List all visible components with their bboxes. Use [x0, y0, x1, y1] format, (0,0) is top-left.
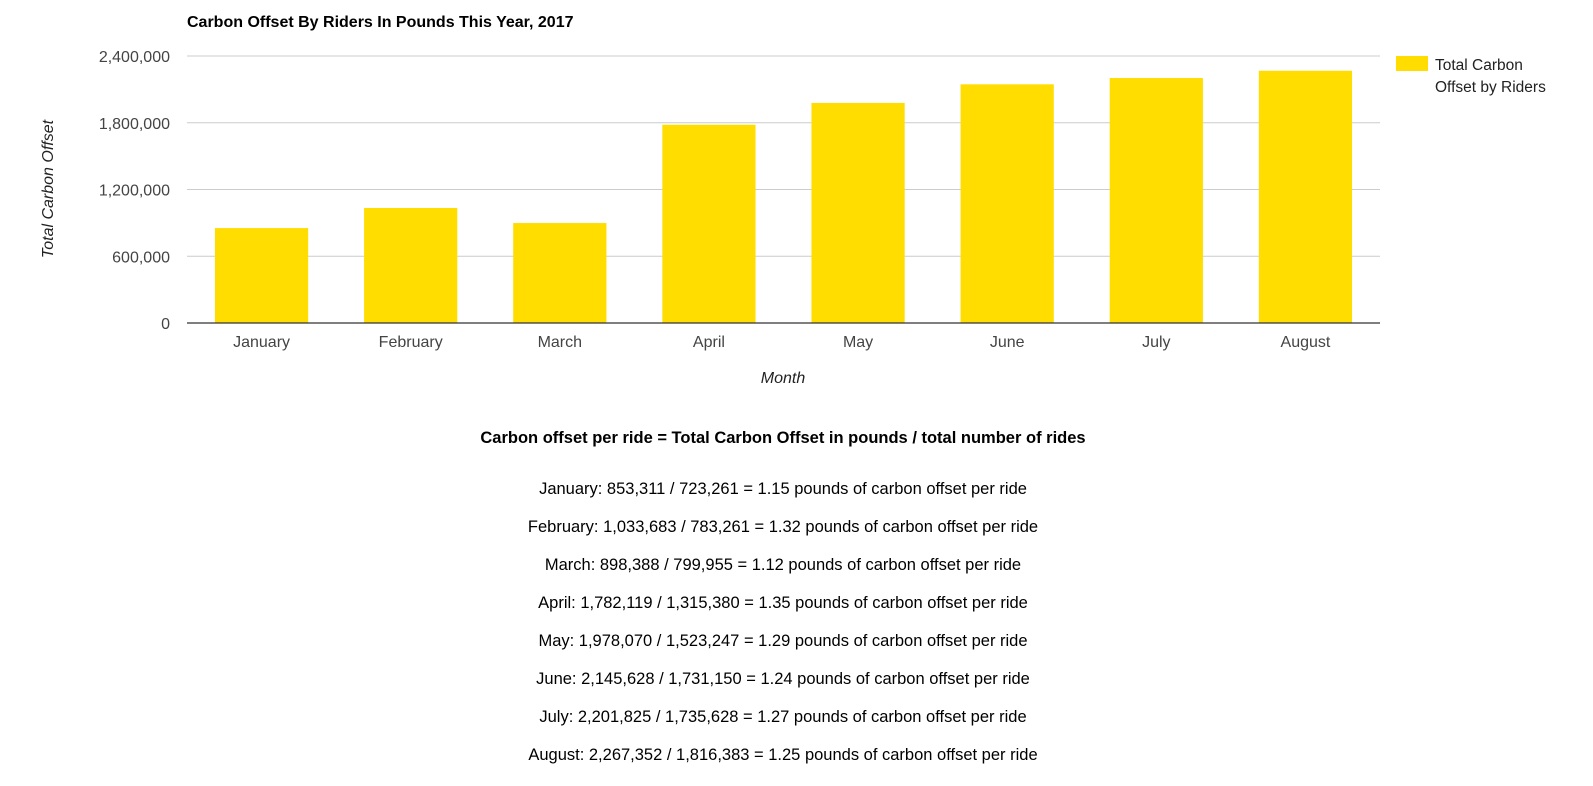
bar-march[interactable] — [513, 223, 607, 323]
note-line-february: February: 1,033,683 / 783,261 = 1.32 pou… — [527, 518, 1039, 536]
legend: Total Carbon Offset by Riders — [1396, 56, 1546, 96]
legend-label-line-2: Offset by Riders — [1435, 79, 1546, 96]
note-line-july: July: 2,201,825 / 1,735,628 = 1.27 pound… — [539, 708, 1027, 726]
chart-title: Carbon Offset By Riders In Pounds This Y… — [187, 14, 574, 31]
bar-june[interactable] — [960, 84, 1054, 323]
x-axis-ticks: January February March April May June July Augu… — [233, 334, 1331, 351]
y-tick-label: 2,400,000 — [99, 49, 170, 66]
x-tick-label: June — [990, 334, 1025, 351]
bar-july[interactable] — [1109, 78, 1203, 323]
bar-august[interactable] — [1258, 70, 1353, 324]
note-line-may: May: 1,978,070 / 1,523,247 = 1.29 pounds… — [538, 632, 1028, 650]
x-tick-label: May — [843, 334, 873, 351]
x-tick-label: July — [1142, 334, 1170, 351]
y-axis-ticks: 0 600,000 1,200,000 1,800,000 2,400,000 — [99, 49, 170, 333]
formula-heading: Carbon offset per ride = Total Carbon Of… — [480, 429, 1086, 447]
bar-may[interactable] — [811, 102, 905, 323]
legend-label-line-1: Total Carbon — [1435, 57, 1523, 74]
y-tick-label: 1,200,000 — [99, 183, 170, 200]
carbon-offset-notes: Carbon offset per ride = Total Carbon Of… — [0, 426, 1566, 774]
note-line-august: August: 2,267,352 / 1,816,383 = 1.25 pou… — [528, 746, 1038, 764]
x-tick-label: February — [379, 334, 443, 351]
bar-february[interactable] — [364, 208, 458, 323]
x-tick-label: April — [693, 334, 725, 351]
x-tick-label: August — [1281, 334, 1331, 351]
x-tick-label: January — [233, 334, 290, 351]
note-line-january: January: 853,311 / 723,261 = 1.15 pounds… — [539, 480, 1027, 498]
bar-chart: Carbon Offset By Riders In Pounds This Y… — [40, 14, 1546, 387]
note-line-march: March: 898,388 / 799,955 = 1.12 pounds o… — [544, 556, 1022, 574]
note-line-april: April: 1,782,119 / 1,315,380 = 1.35 poun… — [538, 594, 1028, 612]
bar-april[interactable] — [662, 124, 756, 323]
y-tick-label: 600,000 — [112, 249, 170, 266]
x-tick-label: March — [538, 334, 582, 351]
x-axis-title: Month — [761, 370, 806, 387]
legend-swatch — [1396, 56, 1428, 71]
y-axis-title: Total Carbon Offset — [40, 119, 57, 258]
note-line-june: June: 2,145,628 / 1,731,150 = 1.24 pound… — [536, 670, 1030, 688]
y-tick-label: 0 — [161, 316, 170, 333]
bar-january[interactable] — [214, 228, 309, 323]
y-tick-label: 1,800,000 — [99, 116, 170, 133]
bar-series — [214, 70, 1353, 324]
